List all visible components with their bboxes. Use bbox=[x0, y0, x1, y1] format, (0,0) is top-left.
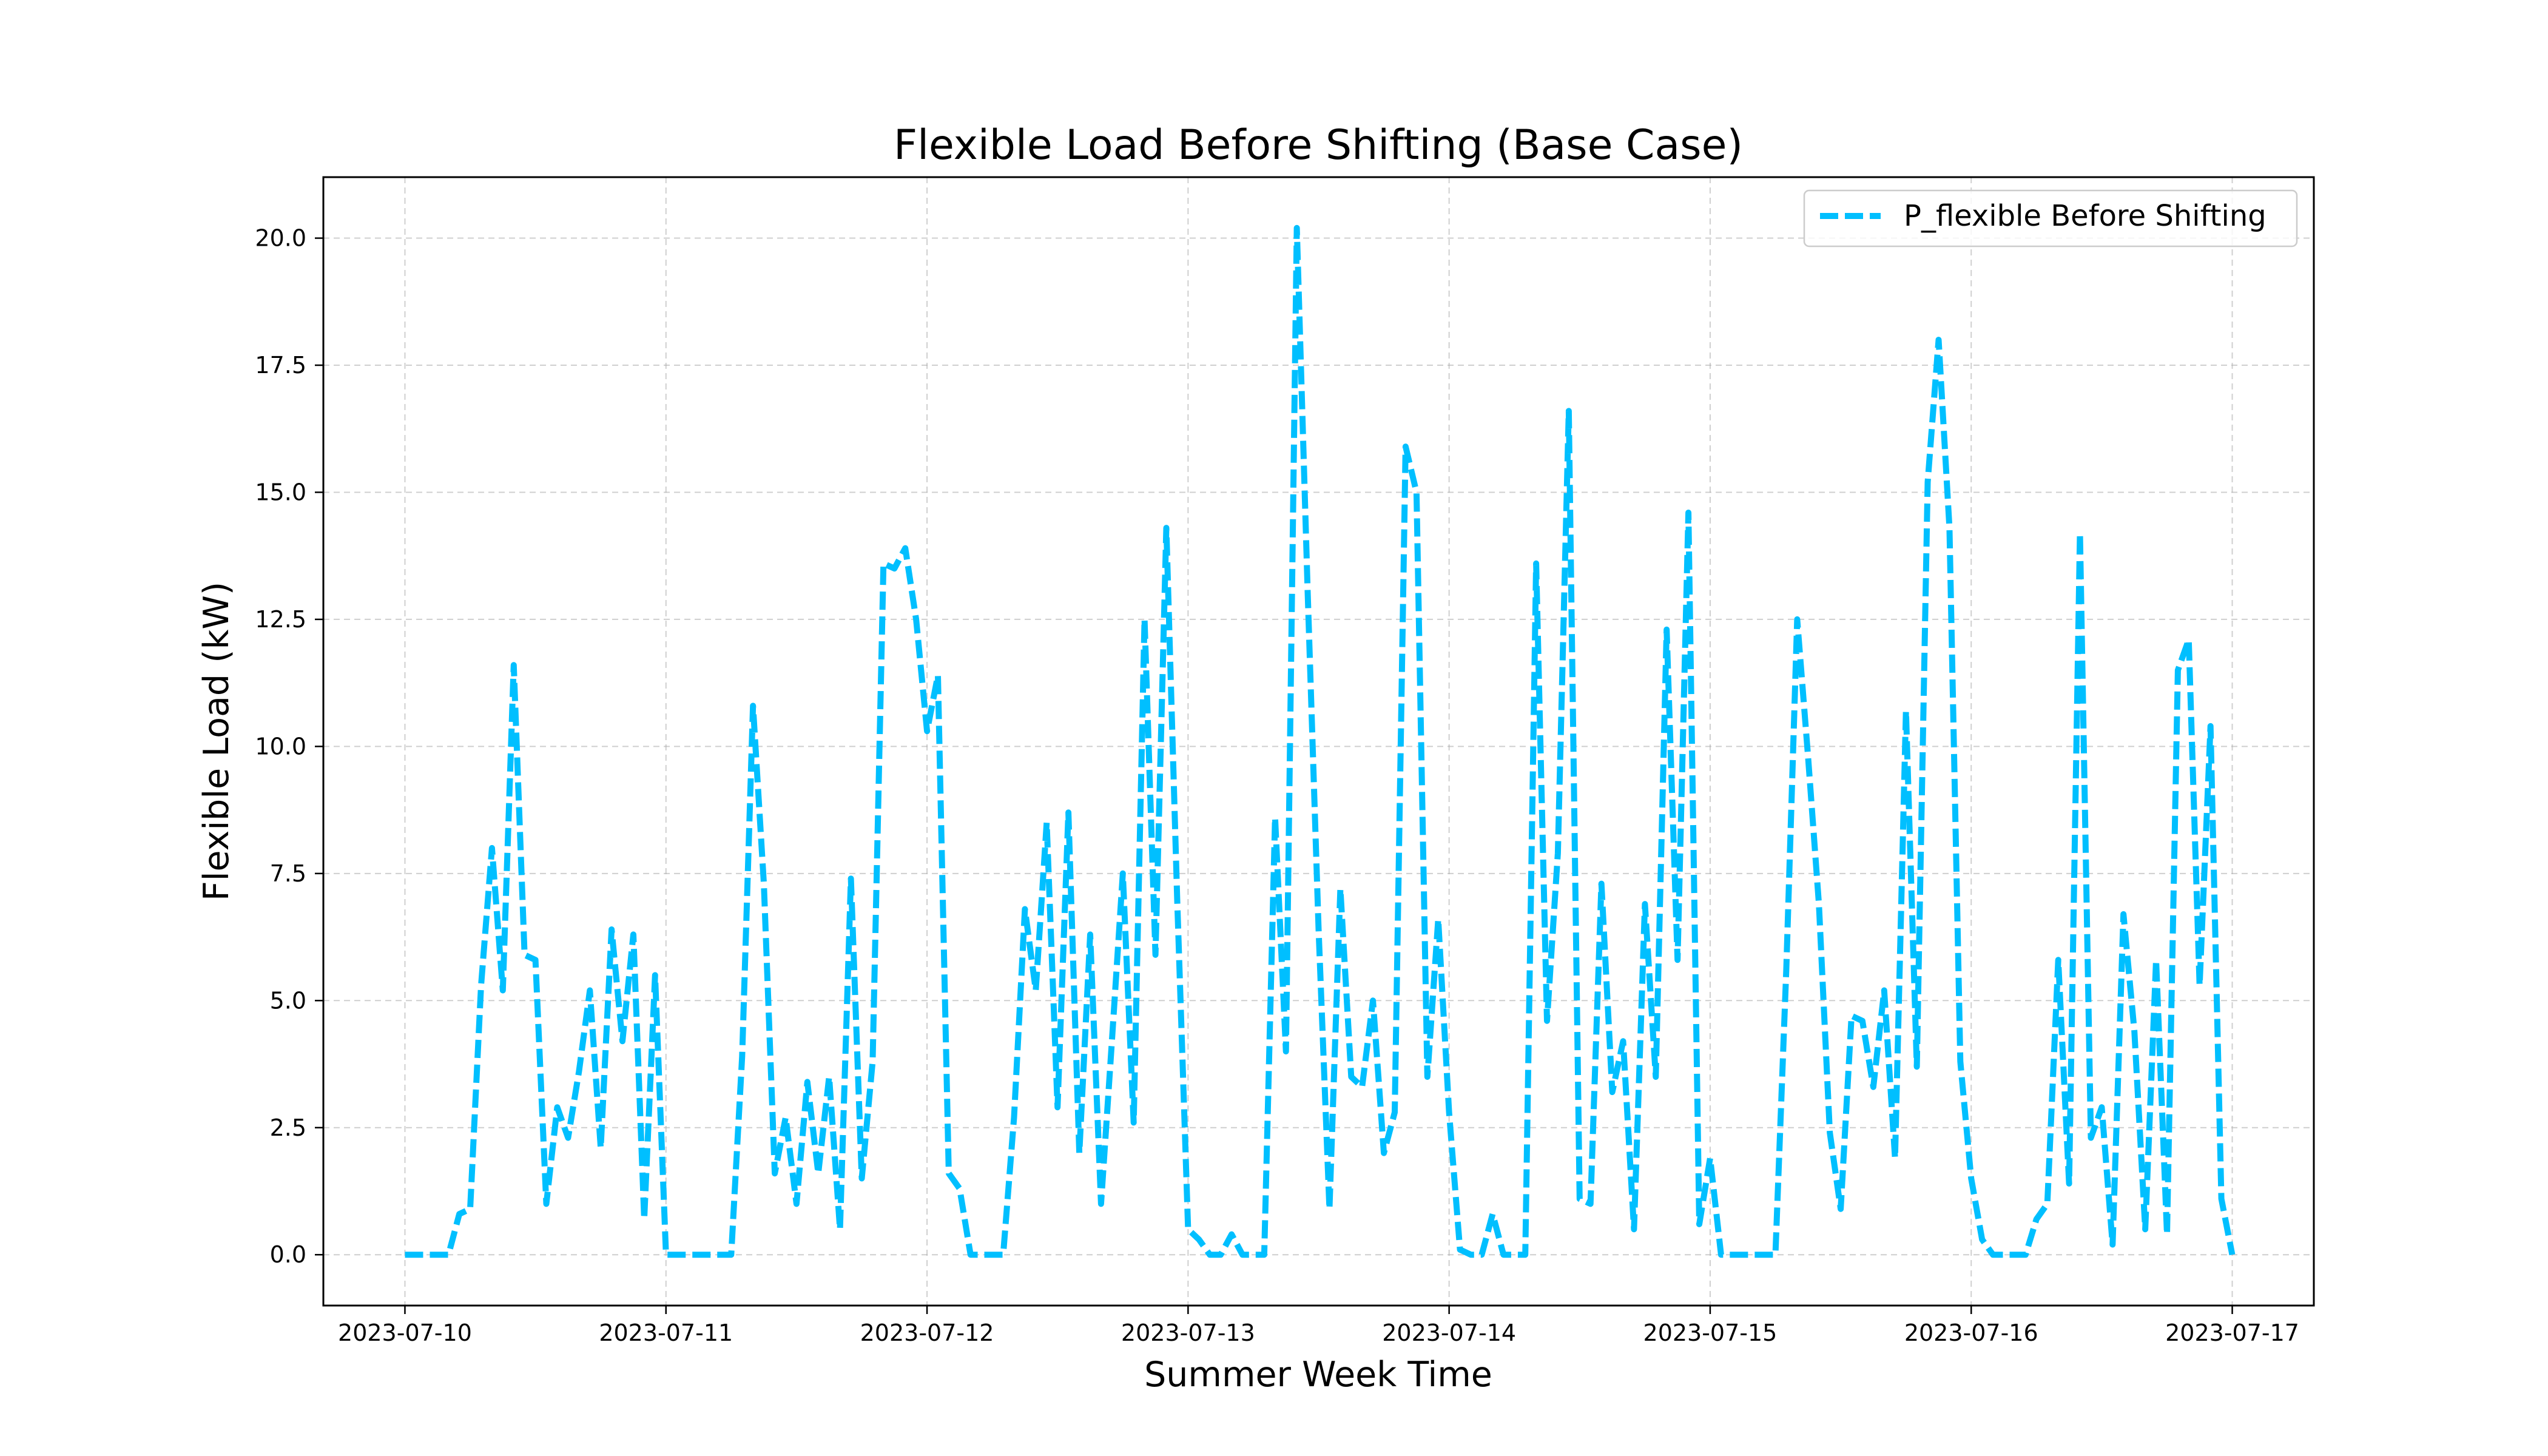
ticks: 2023-07-10 2023-07-11 2023-07-12 2023-07-13… bbox=[255, 225, 2299, 1346]
x-tick-label: 2023-07-14 bbox=[1382, 1320, 1516, 1346]
x-axis-title: Summer Week Time bbox=[1144, 1355, 1492, 1395]
x-tick-label: 2023-07-16 bbox=[1904, 1320, 2038, 1346]
y-axis-title: Flexible Load (kW) bbox=[197, 582, 237, 901]
y-tick-label: 2.5 bbox=[270, 1114, 306, 1141]
y-tick-label: 20.0 bbox=[255, 225, 306, 252]
x-tick-label: 2023-07-12 bbox=[860, 1320, 994, 1346]
y-tick-label: 0.0 bbox=[270, 1241, 306, 1268]
legend: P_flexible Before Shifting bbox=[1803, 189, 2298, 248]
y-tick-label: 15.0 bbox=[255, 479, 306, 505]
y-tick-label: 5.0 bbox=[270, 987, 306, 1014]
y-tick-label: 12.5 bbox=[255, 606, 306, 633]
series-line-p-flexible bbox=[405, 224, 2236, 1258]
y-tick-label: 10.0 bbox=[255, 733, 306, 760]
legend-label-p-flexible: P_flexible Before Shifting bbox=[1904, 199, 2267, 233]
x-tick-label: 2023-07-15 bbox=[1643, 1320, 1778, 1346]
plot-frame bbox=[322, 176, 2315, 1307]
x-tick-label: 2023-07-10 bbox=[338, 1320, 472, 1346]
series-line-group bbox=[405, 224, 2236, 1258]
x-tick-label: 2023-07-11 bbox=[599, 1320, 733, 1346]
chart-title: Flexible Load Before Shifting (Base Case… bbox=[894, 121, 1743, 169]
y-tick-label: 7.5 bbox=[270, 860, 306, 887]
x-tick-label: 2023-07-17 bbox=[2165, 1320, 2299, 1346]
legend-box bbox=[1803, 189, 2298, 248]
x-tick-label: 2023-07-13 bbox=[1121, 1320, 1255, 1346]
y-tick-label: 17.5 bbox=[255, 352, 306, 379]
